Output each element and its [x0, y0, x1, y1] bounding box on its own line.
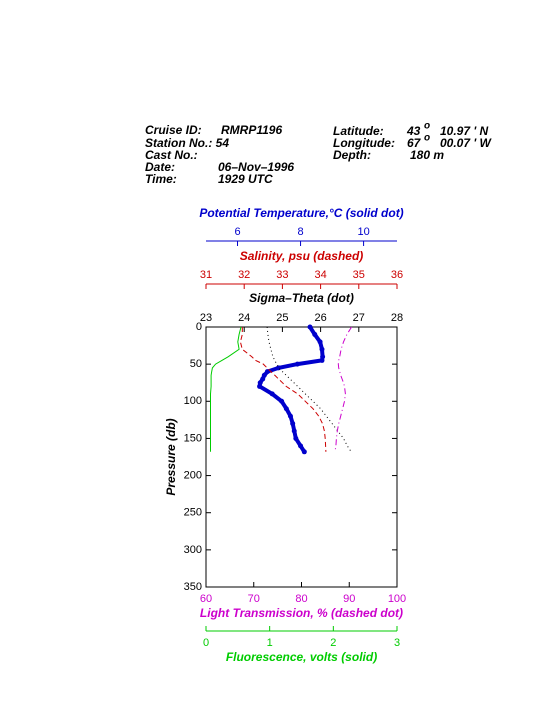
y-tick-label: 0: [196, 321, 202, 333]
profile-dot: [264, 369, 270, 375]
profile-dot: [307, 324, 313, 330]
y-tick-label: 150: [184, 432, 202, 444]
label: Depth:: [333, 148, 371, 162]
profile-dot: [283, 406, 289, 412]
profile-dot: [260, 376, 266, 382]
profile-dot: [291, 428, 297, 434]
x-tick-label: 33: [276, 269, 288, 281]
x-tick-label: 0: [203, 637, 209, 649]
x-tick-label: 60: [200, 593, 212, 605]
profile-dot: [319, 346, 325, 352]
x-tick-label: 26: [314, 312, 326, 324]
profile-dot: [293, 435, 299, 441]
profile-dot: [275, 365, 281, 371]
value: 06–Nov–1996: [218, 160, 294, 174]
label: Longitude:: [333, 136, 395, 150]
profile-dot: [320, 354, 326, 360]
x-tick-label: 31: [200, 269, 212, 281]
value: 00.07 ' W: [440, 136, 493, 150]
x-tick-label: 24: [238, 312, 250, 324]
header: Cruise ID: RMRP1196 Station No.: 54 Cast…: [145, 121, 493, 187]
profile-line: [210, 326, 242, 452]
profile-dot: [287, 413, 293, 419]
label: Station No.: 54: [145, 136, 229, 150]
profile-dot: [294, 361, 300, 367]
x-tick-label: 10: [357, 226, 369, 238]
x-tick-label: 2: [330, 637, 336, 649]
x-tick-label: 25: [276, 312, 288, 324]
x-tick-label: 8: [297, 226, 303, 238]
y-tick-label: 50: [190, 358, 202, 370]
axis-title: Potential Temperature,°C (solid dot): [199, 206, 403, 220]
y-tick-label: 350: [184, 581, 202, 593]
plot-frame: [205, 326, 398, 588]
label: Date:: [145, 160, 175, 174]
y-tick-label: 100: [184, 395, 202, 407]
x-tick-label: 27: [353, 312, 365, 324]
x-tick-label: 70: [248, 593, 260, 605]
x-tick-label: 28: [391, 312, 403, 324]
value: 180 m: [410, 148, 444, 162]
profile-dot: [319, 357, 325, 363]
x-tick-label: 36: [391, 269, 403, 281]
value: 43: [406, 124, 421, 138]
label: Cruise ID:: [145, 123, 202, 137]
x-tick-label: 34: [314, 269, 326, 281]
axis-title: Salinity, psu (dashed): [240, 249, 364, 263]
profile-dot: [269, 391, 275, 397]
y-axis-title: Pressure (db): [164, 418, 178, 495]
value: RMRP1196: [221, 123, 282, 137]
x-tick-label: 80: [295, 593, 307, 605]
profile-dot: [317, 339, 323, 345]
profile-dot: [290, 421, 296, 427]
y-tick-label: 200: [184, 469, 202, 481]
profile-line: [334, 326, 353, 452]
profile-dot: [257, 380, 263, 386]
x-tick-label: 32: [238, 269, 250, 281]
label: Time:: [145, 172, 177, 186]
label: Latitude:: [333, 124, 384, 138]
profile-dot: [312, 331, 318, 337]
profile-dot: [257, 383, 263, 389]
axis-title: Light Transmission, % (dashed dot): [200, 606, 403, 620]
profile-line: [266, 326, 352, 453]
degree: o: [424, 133, 430, 144]
profile-line: [239, 327, 327, 452]
profile-dot: [298, 443, 304, 449]
value: 67: [407, 136, 422, 150]
y-tick-label: 300: [184, 544, 202, 556]
axis-title: Fluorescence, volts (solid): [226, 650, 377, 664]
profile-line: [257, 325, 325, 453]
degree: o: [424, 121, 430, 132]
axis-title: Sigma–Theta (dot): [249, 291, 354, 305]
y-tick-label: 250: [184, 507, 202, 519]
value: 1929 UTC: [218, 172, 273, 186]
label: Cast No.:: [145, 148, 198, 162]
x-tick-label: 6: [234, 226, 240, 238]
x-tick-label: 100: [388, 593, 406, 605]
x-tick-label: 1: [267, 637, 273, 649]
x-tick-label: 35: [353, 269, 365, 281]
x-tick-label: 90: [343, 593, 355, 605]
profile-dot: [279, 398, 285, 404]
x-tick-label: 23: [200, 312, 212, 324]
value: 10.97 ' N: [440, 124, 489, 138]
x-tick-label: 3: [394, 637, 400, 649]
profile-dot: [301, 449, 307, 455]
